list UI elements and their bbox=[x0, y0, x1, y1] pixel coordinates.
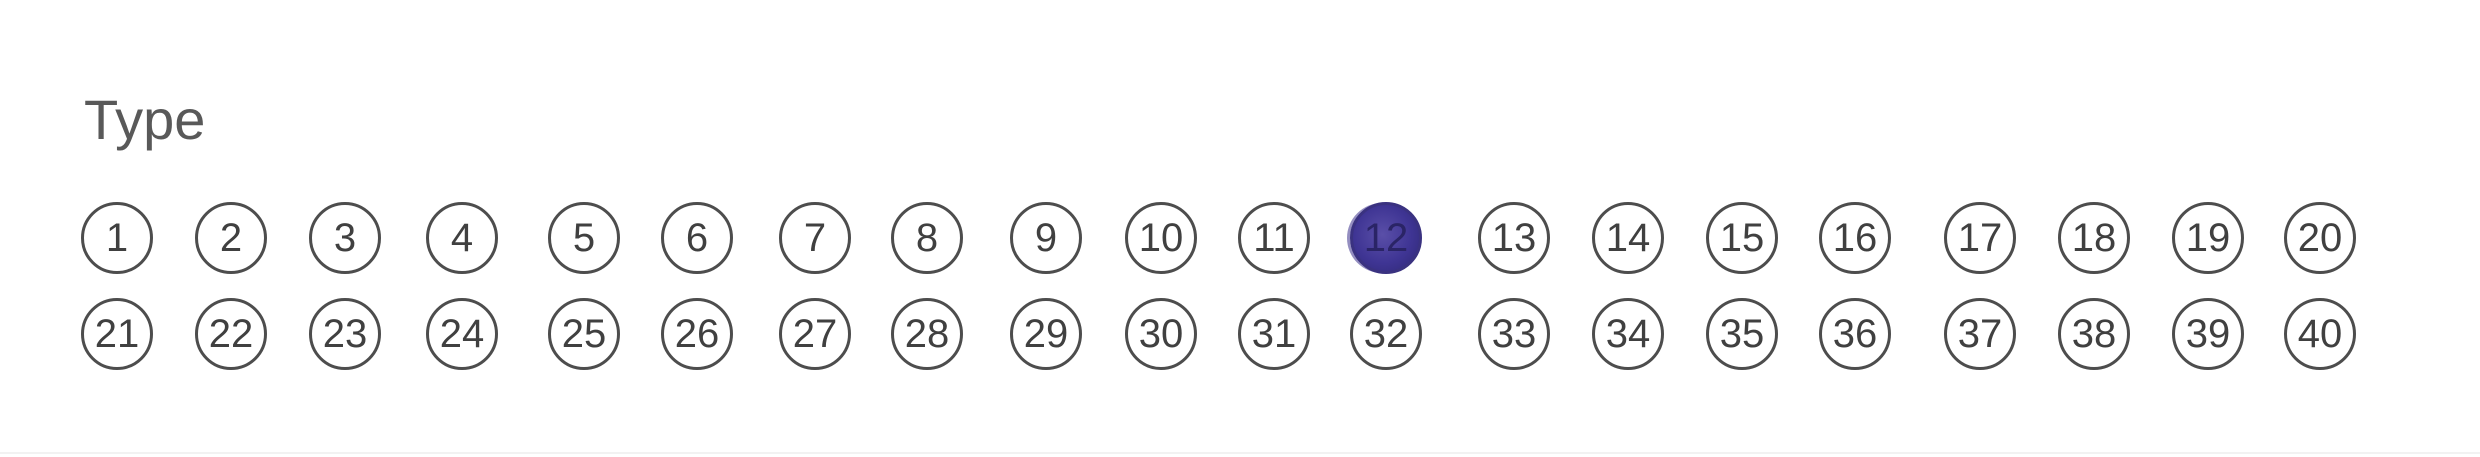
bubble-number: 9 bbox=[1034, 215, 1058, 260]
bubble-number: 31 bbox=[1251, 311, 1297, 356]
bubble-number: 14 bbox=[1605, 215, 1651, 260]
bubble-number: 10 bbox=[1138, 215, 1184, 260]
bubble-number: 23 bbox=[322, 311, 368, 356]
bubble-option[interactable]: 18 bbox=[2058, 202, 2130, 274]
bubble-option[interactable]: 7 bbox=[779, 202, 851, 274]
bubble-number: 19 bbox=[2185, 215, 2231, 260]
bubble-number: 36 bbox=[1832, 311, 1878, 356]
bubble-option[interactable]: 29 bbox=[1010, 298, 1082, 370]
bubble-number: 35 bbox=[1719, 311, 1765, 356]
bubble-number: 25 bbox=[561, 311, 607, 356]
bubble-option[interactable]: 36 bbox=[1819, 298, 1891, 370]
bubble-number: 13 bbox=[1491, 215, 1537, 260]
bubble-option[interactable]: 39 bbox=[2172, 298, 2244, 370]
bubble-option[interactable]: 14 bbox=[1592, 202, 1664, 274]
bubble-option[interactable]: 38 bbox=[2058, 298, 2130, 370]
bubble-number: 22 bbox=[208, 311, 254, 356]
bubble-number: 11 bbox=[1253, 215, 1295, 260]
bubble-option[interactable]: 25 bbox=[548, 298, 620, 370]
bubble-option[interactable]: 10 bbox=[1125, 202, 1197, 274]
bubble-option[interactable]: 16 bbox=[1819, 202, 1891, 274]
bubble-option[interactable]: 15 bbox=[1706, 202, 1778, 274]
bubble-option[interactable]: 5 bbox=[548, 202, 620, 274]
bubble-option[interactable]: 31 bbox=[1238, 298, 1310, 370]
bubble-option[interactable]: 27 bbox=[779, 298, 851, 370]
bubble-number: 17 bbox=[1957, 215, 2003, 260]
bubble-number: 30 bbox=[1138, 311, 1184, 356]
bubble-row-1: 1 2 3 4 5 6 7 8 9 10 11 12 13 14 15 16 1… bbox=[0, 202, 2480, 282]
bubble-option[interactable]: 4 bbox=[426, 202, 498, 274]
type-label: Type bbox=[84, 88, 206, 151]
bubble-option[interactable]: 26 bbox=[661, 298, 733, 370]
bubble-number: 7 bbox=[803, 215, 827, 260]
bubble-option[interactable]: 20 bbox=[2284, 202, 2356, 274]
bubble-number: 37 bbox=[1957, 311, 2003, 356]
bubble-number: 24 bbox=[439, 311, 485, 356]
page-divider bbox=[0, 452, 2480, 454]
bubble-number: 1 bbox=[105, 215, 129, 260]
bubble-option[interactable]: 30 bbox=[1125, 298, 1197, 370]
bubble-number: 15 bbox=[1719, 215, 1765, 260]
bubble-option[interactable]: 40 bbox=[2284, 298, 2356, 370]
bubble-number: 28 bbox=[904, 311, 950, 356]
bubble-option[interactable]: 32 bbox=[1350, 298, 1422, 370]
bubble-option[interactable]: 11 bbox=[1238, 202, 1310, 274]
bubble-option[interactable]: 9 bbox=[1010, 202, 1082, 274]
bubble-number: 6 bbox=[685, 215, 709, 260]
bubble-number: 5 bbox=[572, 215, 596, 260]
bubble-number: 26 bbox=[674, 311, 720, 356]
bubble-number: 40 bbox=[2297, 311, 2343, 356]
bubble-number: 4 bbox=[450, 215, 474, 260]
bubble-option[interactable]: 1 bbox=[81, 202, 153, 274]
bubble-number: 29 bbox=[1023, 311, 1069, 356]
bubble-option[interactable]: 22 bbox=[195, 298, 267, 370]
bubble-option[interactable]: 6 bbox=[661, 202, 733, 274]
bubble-option[interactable]: 34 bbox=[1592, 298, 1664, 370]
bubble-option[interactable]: 8 bbox=[891, 202, 963, 274]
bubble-option[interactable]: 23 bbox=[309, 298, 381, 370]
bubble-option[interactable]: 28 bbox=[891, 298, 963, 370]
bubble-option[interactable]: 2 bbox=[195, 202, 267, 274]
bubble-option[interactable]: 24 bbox=[426, 298, 498, 370]
bubble-option[interactable]: 3 bbox=[309, 202, 381, 274]
bubble-option[interactable]: 17 bbox=[1944, 202, 2016, 274]
bubble-row-2: 21 22 23 24 25 26 27 28 29 30 31 32 33 3… bbox=[0, 298, 2480, 378]
bubble-number: 16 bbox=[1832, 215, 1878, 260]
bubble-number: 39 bbox=[2185, 311, 2231, 356]
bubble-number: 33 bbox=[1491, 311, 1537, 356]
bubble-number: 3 bbox=[333, 215, 357, 260]
bubble-number: 20 bbox=[2297, 215, 2343, 260]
bubble-number: 8 bbox=[915, 215, 939, 260]
bubble-number: 18 bbox=[2071, 215, 2117, 260]
bubble-option[interactable]: 21 bbox=[81, 298, 153, 370]
bubble-number: 34 bbox=[1605, 311, 1651, 356]
bubble-number: 27 bbox=[792, 311, 838, 356]
bubble-option[interactable]: 35 bbox=[1706, 298, 1778, 370]
bubble-number: 12 bbox=[1363, 215, 1409, 260]
bubble-number: 38 bbox=[2071, 311, 2117, 356]
bubble-option[interactable]: 37 bbox=[1944, 298, 2016, 370]
bubble-option-selected[interactable]: 12 bbox=[1350, 202, 1422, 274]
bubble-number: 2 bbox=[219, 215, 243, 260]
bubble-option[interactable]: 33 bbox=[1478, 298, 1550, 370]
bubble-option[interactable]: 13 bbox=[1478, 202, 1550, 274]
bubble-number: 21 bbox=[94, 311, 140, 356]
bubble-option[interactable]: 19 bbox=[2172, 202, 2244, 274]
bubble-number: 32 bbox=[1363, 311, 1409, 356]
